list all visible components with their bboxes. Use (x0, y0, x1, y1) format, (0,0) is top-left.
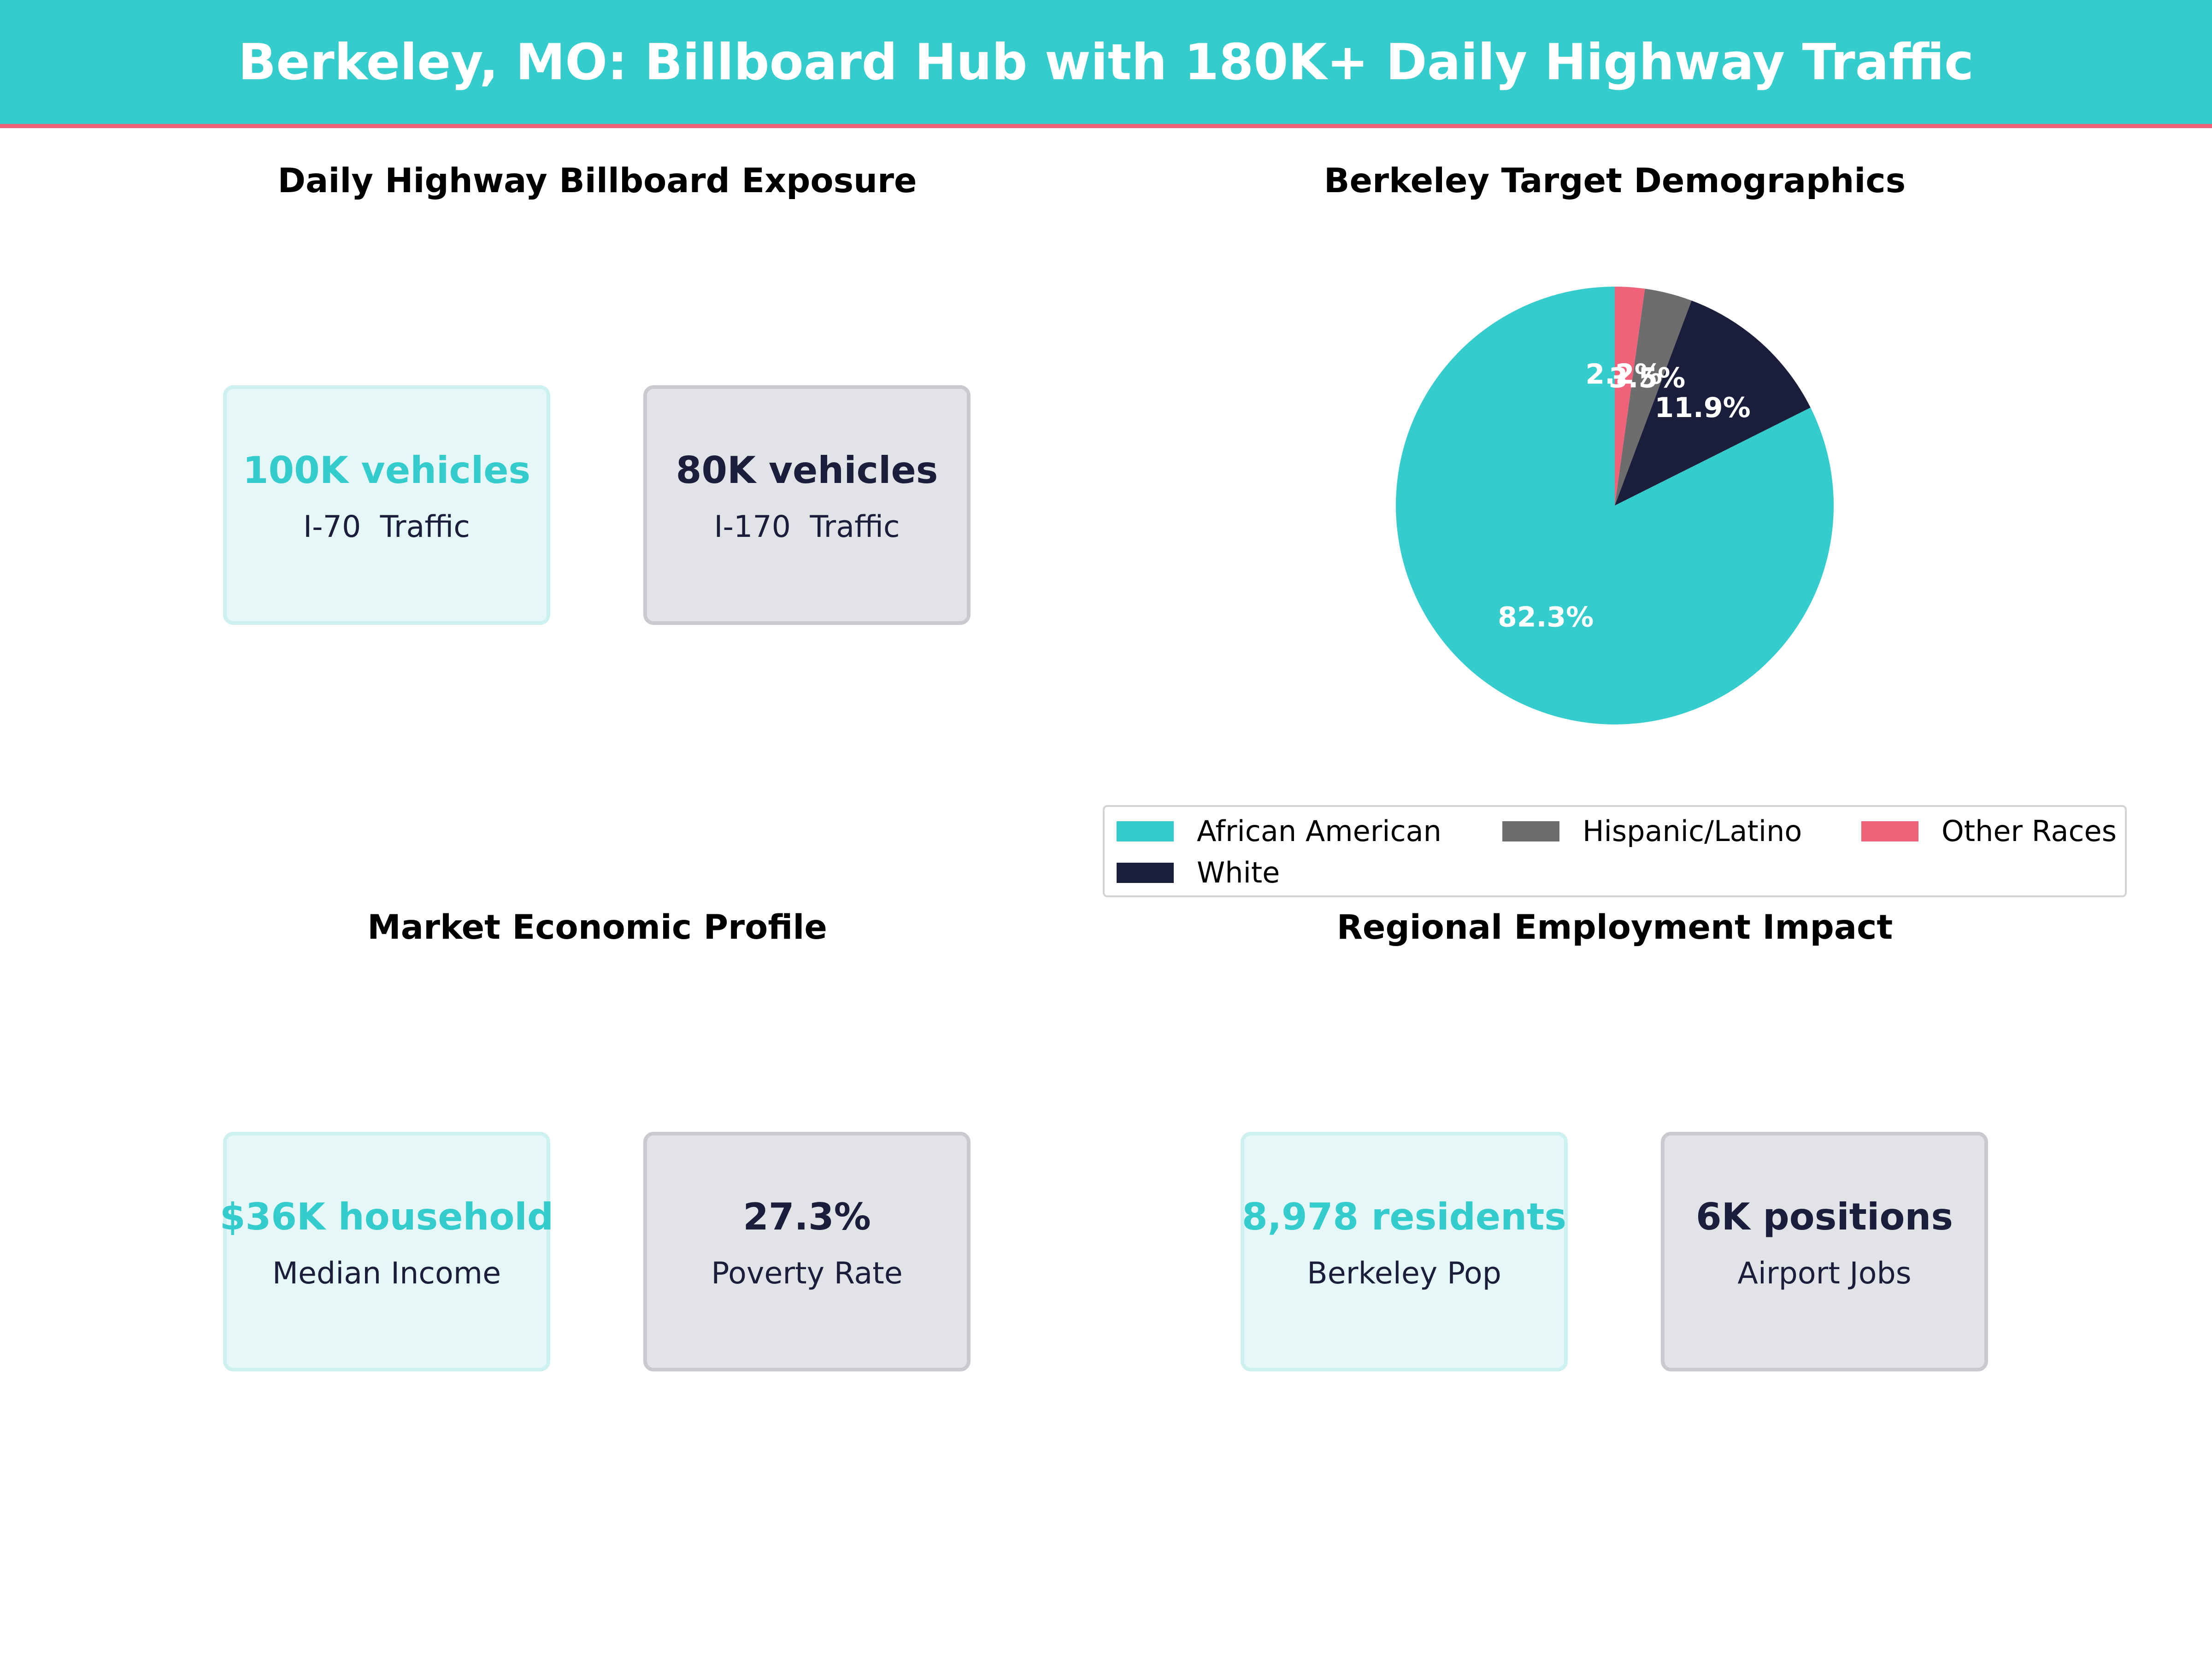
legend-swatch-hispanic-latino (1502, 821, 1559, 841)
legend-label-other-races: Other Races (1941, 814, 2117, 848)
legend-item-hispanic-latino: Hispanic/Latino (1502, 814, 1802, 848)
airport-jobs-label: Airport Jobs (1737, 1256, 1912, 1291)
median-income-card: $36K household Median Income (220, 1132, 553, 1371)
pie-label-hispanic-latino: 3.5% (1609, 362, 1685, 394)
i70-traffic-label: I-70 Traffic (303, 510, 470, 544)
pie-label-african-american: 82.3% (1498, 601, 1594, 633)
legend-label-hispanic-latino: Hispanic/Latino (1583, 814, 1802, 848)
pie-slice-hispanic-latino (1615, 288, 1692, 506)
legend-swatch-white (1117, 862, 1174, 883)
airport-jobs-card: 6K positions Airport Jobs (1661, 1132, 1988, 1371)
median-income-value: $36K household (219, 1195, 554, 1238)
berkeley-pop-label: Berkeley Pop (1307, 1256, 1501, 1291)
legend-item-white: White (1117, 856, 1280, 889)
poverty-rate-card: 27.3% Poverty Rate (643, 1132, 971, 1371)
pie-legend: African American Hispanic/Latino Other R… (1103, 805, 2127, 897)
exposure-title: Daily Highway Billboard Exposure (277, 161, 917, 200)
legend-swatch-other-races (1861, 821, 1918, 841)
poverty-rate-value: 27.3% (743, 1195, 871, 1238)
legend-label-white: White (1197, 856, 1280, 889)
legend-item-other-races: Other Races (1861, 814, 2117, 848)
i170-traffic-card: 80K vehicles I-170 Traffic (643, 385, 971, 625)
employment-title: Regional Employment Impact (1336, 908, 1893, 947)
i170-traffic-label: I-170 Traffic (714, 510, 900, 544)
i170-traffic-value: 80K vehicles (676, 449, 938, 492)
legend-swatch-african-american (1117, 821, 1174, 841)
demographics-title: Berkeley Target Demographics (1324, 161, 1906, 200)
pie-slice-african-american (1395, 287, 1834, 724)
berkeley-pop-value: 8,978 residents (1242, 1195, 1566, 1238)
legend-label-african-american: African American (1197, 814, 1441, 848)
median-income-label: Median Income (272, 1256, 501, 1291)
pie-label-white: 11.9% (1655, 392, 1751, 424)
berkeley-pop-card: 8,978 residents Berkeley Pop (1241, 1132, 1568, 1371)
i70-traffic-value: 100K vehicles (242, 449, 531, 492)
header-banner: Berkeley, MO: Billboard Hub with 180K+ D… (0, 0, 2212, 128)
airport-jobs-value: 6K positions (1696, 1195, 1953, 1238)
page-title: Berkeley, MO: Billboard Hub with 180K+ D… (238, 33, 1974, 91)
legend-item-african-american: African American (1117, 814, 1441, 848)
pie-slice-other-races (1615, 287, 1645, 506)
economic-title: Market Economic Profile (367, 908, 827, 947)
pie-slice-white (1615, 300, 1811, 506)
poverty-rate-label: Poverty Rate (711, 1256, 903, 1291)
pie-label-other-races: 2.2% (1585, 359, 1662, 391)
i70-traffic-card: 100K vehicles I-70 Traffic (223, 385, 550, 625)
